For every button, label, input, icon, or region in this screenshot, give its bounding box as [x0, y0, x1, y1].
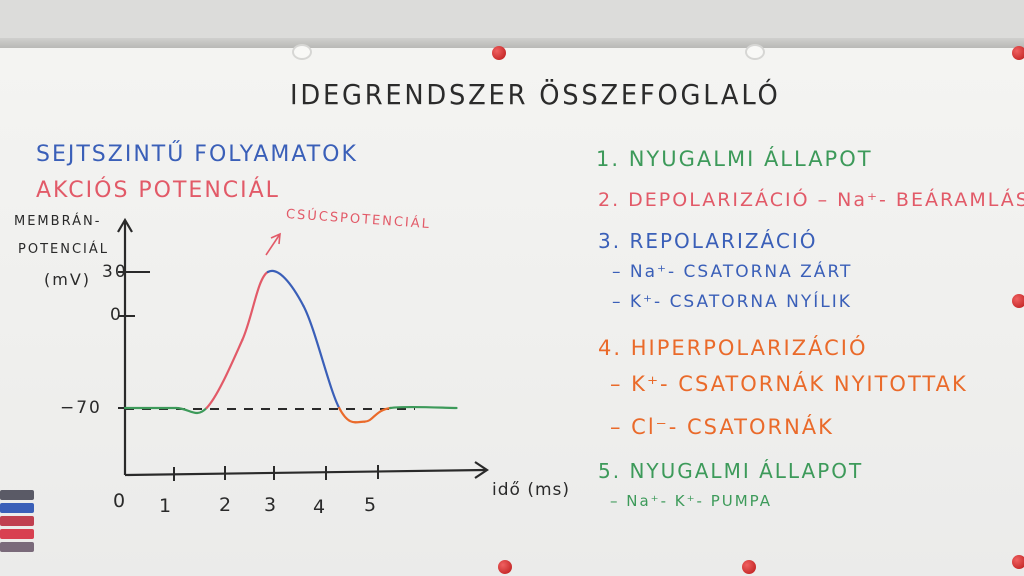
- x-tick-1: 1: [159, 495, 174, 517]
- curve-point: [242, 339, 244, 341]
- whiteboard: [0, 48, 1024, 576]
- red-magnet: [492, 46, 506, 60]
- list-item: 2. DEPOLARIZÁCIÓ – Na⁺- BEÁRAMLÁS: [598, 189, 1024, 211]
- list-item: – Na⁺- K⁺- PUMPA: [610, 492, 773, 510]
- y-label-line1: MEMBRÁN-: [14, 214, 102, 229]
- curve-point: [456, 407, 458, 409]
- list-item: – Na⁺- CSATORNA ZÁRT: [612, 262, 853, 282]
- x-tick-2: 2: [219, 494, 234, 516]
- x-tick-5: 5: [364, 494, 379, 516]
- x-tick-3: 3: [264, 494, 279, 516]
- marker-tray: [0, 490, 34, 555]
- red-magnet: [1012, 294, 1024, 308]
- x-axis-arrow: [474, 461, 489, 479]
- list-item: 5. NYUGALMI ÁLLAPOT: [598, 459, 864, 483]
- potential-curve-segment: [205, 338, 244, 410]
- potential-curve-segment: [266, 269, 305, 308]
- list-item: – Cl⁻- CSATORNÁK: [610, 415, 834, 439]
- chart-subtitle: AKCIÓS POTENCIÁL: [36, 178, 280, 203]
- board-clip: [745, 44, 765, 60]
- peak-pointer-arrow: [265, 233, 281, 256]
- potential-curve-segment: [338, 406, 366, 424]
- curve-point: [303, 305, 305, 307]
- curve-point: [267, 271, 269, 273]
- list-item: – K⁺- CSATORNÁK NYITOTTAK: [610, 372, 968, 396]
- potential-curve-segment: [389, 405, 458, 410]
- wall: [0, 0, 1024, 40]
- x-tick-0: 0: [113, 490, 128, 512]
- y-tick-0: 0: [110, 305, 123, 325]
- potential-curve-segment: [302, 304, 341, 410]
- peak-pointer-arrowhead: [270, 232, 281, 245]
- red-magnet: [742, 560, 756, 574]
- list-item: 3. REPOLARIZÁCIÓ: [598, 229, 818, 253]
- red-magnet: [498, 560, 512, 574]
- curve-point: [364, 421, 366, 423]
- x-axis: [124, 468, 486, 477]
- curve-point: [175, 407, 177, 409]
- list-item: 4. HIPERPOLARIZÁCIÓ: [598, 336, 868, 360]
- red-magnet: [1012, 46, 1024, 60]
- curve-point: [389, 407, 391, 409]
- board-clip: [292, 44, 312, 60]
- curve-point: [338, 407, 340, 409]
- y-tick-30: 30: [102, 262, 128, 282]
- board-frame: [0, 38, 1024, 48]
- y-axis-arrow: [117, 217, 133, 233]
- y-tick-minus70: −70: [60, 398, 102, 418]
- section-heading: SEJTSZINTŰ FOLYAMATOK: [36, 142, 358, 167]
- page-title: IDEGRENDSZER ÖSSZEFOGLALÓ: [290, 78, 781, 111]
- potential-curve-segment: [241, 270, 269, 342]
- y-label-line2: POTENCIÁL: [18, 242, 109, 257]
- potential-curve-segment: [363, 406, 392, 423]
- potential-curve-segment: [174, 406, 208, 415]
- red-magnet: [1012, 555, 1024, 569]
- y-label-line3: (mV): [44, 270, 92, 289]
- list-item: – K⁺- CSATORNA NYÍLIK: [612, 292, 852, 312]
- curve-point: [206, 407, 208, 409]
- x-axis-label: idő (ms): [492, 480, 571, 500]
- x-tick-4: 4: [313, 496, 328, 518]
- list-item: 1. NYUGALMI ÁLLAPOT: [596, 147, 873, 171]
- curve-point: [124, 407, 126, 409]
